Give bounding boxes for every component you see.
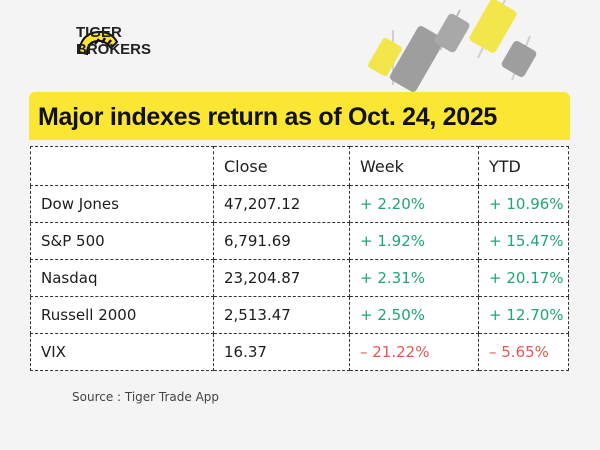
index-ytd-change: + 10.96% bbox=[478, 185, 569, 223]
brand-line-1: TIGER bbox=[76, 24, 122, 41]
index-close: 16.37 bbox=[213, 333, 350, 371]
index-name: S&P 500 bbox=[30, 222, 214, 260]
table-row: Nasdaq 23,204.87 + 2.31% + 20.17% bbox=[30, 259, 569, 297]
candlestick-icon bbox=[501, 35, 537, 81]
index-week-change: + 2.31% bbox=[349, 259, 479, 297]
candlestick-decoration bbox=[368, 0, 537, 92]
table-row: VIX 16.37 – 21.22% – 5.65% bbox=[30, 333, 569, 371]
page-title: Major indexes return as of Oct. 24, 2025 bbox=[38, 103, 498, 131]
brand-name: TIGER BROKERS bbox=[76, 24, 151, 58]
title-banner bbox=[29, 92, 570, 140]
index-returns-table: Close Week YTD Dow Jones 47,207.12 + 2.2… bbox=[30, 146, 569, 371]
index-ytd-change: – 5.65% bbox=[478, 333, 569, 371]
index-ytd-change: + 15.47% bbox=[478, 222, 569, 260]
header-close: Close bbox=[213, 146, 350, 186]
index-close: 6,791.69 bbox=[213, 222, 350, 260]
table-row: S&P 500 6,791.69 + 1.92% + 15.47% bbox=[30, 222, 569, 260]
table-row: Dow Jones 47,207.12 + 2.20% + 10.96% bbox=[30, 185, 569, 223]
header-name bbox=[30, 146, 214, 186]
candlestick-icon bbox=[469, 0, 517, 59]
index-week-change: + 1.92% bbox=[349, 222, 479, 260]
index-close: 2,513.47 bbox=[213, 296, 350, 334]
index-name: Russell 2000 bbox=[30, 296, 214, 334]
index-ytd-change: + 12.70% bbox=[478, 296, 569, 334]
index-name: VIX bbox=[30, 333, 214, 371]
candlestick-icon bbox=[434, 9, 470, 53]
index-close: 47,207.12 bbox=[213, 185, 350, 223]
index-name: Nasdaq bbox=[30, 259, 214, 297]
header-ytd: YTD bbox=[478, 146, 569, 186]
index-week-change: + 2.50% bbox=[349, 296, 479, 334]
index-week-change: + 2.20% bbox=[349, 185, 479, 223]
tiger-logo-icon bbox=[77, 30, 119, 56]
index-name: Dow Jones bbox=[30, 185, 214, 223]
candlestick-icon bbox=[389, 26, 445, 92]
index-close: 23,204.87 bbox=[213, 259, 350, 297]
source-note: Source : Tiger Trade App bbox=[72, 390, 220, 404]
table-row: Russell 2000 2,513.47 + 2.50% + 12.70% bbox=[30, 296, 569, 334]
table-header-row: Close Week YTD bbox=[30, 146, 569, 186]
brand-line-2: BROKERS bbox=[76, 41, 152, 58]
header-week: Week bbox=[349, 146, 479, 186]
index-week-change: – 21.22% bbox=[349, 333, 479, 371]
index-ytd-change: + 20.17% bbox=[478, 259, 569, 297]
